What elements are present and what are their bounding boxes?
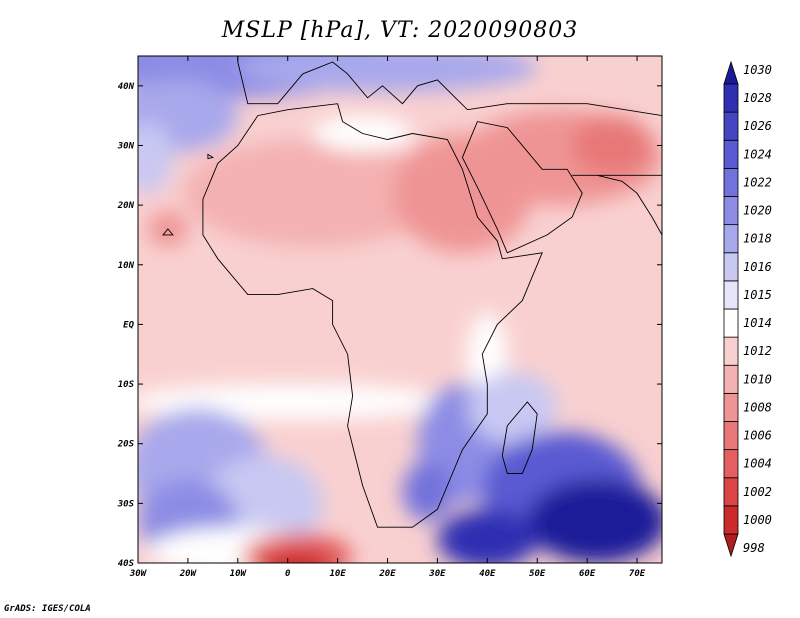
colorbar-swatch <box>723 252 739 282</box>
lon-tick-label: 30W <box>129 569 148 579</box>
colorbar-label: 1008 <box>743 400 772 414</box>
pressure-blob <box>317 288 458 385</box>
pressure-blob <box>182 139 443 247</box>
colorbar-swatch <box>723 336 739 366</box>
colorbar-swatch <box>723 111 739 141</box>
colorbar-label: 1012 <box>743 344 772 358</box>
lat-tick-label: EQ <box>123 320 134 330</box>
longitude-axis: 30W 20W 10W 0 10E 20E 30E 40E 50E 60E 70E <box>129 56 646 579</box>
lon-tick-label: 10E <box>329 569 346 579</box>
colorbar-label: 1010 <box>743 372 772 386</box>
pressure-blob <box>467 372 558 444</box>
lat-tick-label: 30S <box>117 499 135 509</box>
pressure-blob <box>237 56 538 92</box>
lon-tick-label: 70E <box>629 569 646 579</box>
colorbar-swatch <box>723 308 739 338</box>
coastline <box>237 56 662 117</box>
colorbar-swatch <box>723 224 739 254</box>
colorbar-label: 1016 <box>743 260 772 274</box>
colorbar-swatch <box>723 364 739 394</box>
pressure-blob <box>402 461 453 522</box>
colorbar-swatch <box>723 477 739 507</box>
colorbar-label: 998 <box>743 541 765 555</box>
colorbar-label: 1024 <box>743 147 772 161</box>
colorbar-label: 1004 <box>743 457 772 471</box>
colorbar-swatch <box>723 139 739 169</box>
coastline <box>501 401 538 474</box>
pressure-blob <box>242 533 353 563</box>
colorbar-label: 1014 <box>743 316 772 330</box>
chart-title: MSLP [hPa], VT: 2020090803 <box>221 18 579 43</box>
colorbar-label: 1022 <box>743 175 772 189</box>
lon-tick-label: 20W <box>179 569 198 579</box>
coastline <box>162 228 174 236</box>
pressure-blob <box>527 479 662 563</box>
lat-tick-label: 10S <box>118 380 135 390</box>
lon-tick-label: 20E <box>378 569 396 579</box>
lon-tick-label: 60E <box>579 569 596 579</box>
coastline <box>207 153 215 160</box>
latitude-axis: 40N 30N 20N 10N EQ 10S 20S 30S 40S <box>117 82 662 569</box>
colorbar-swatch <box>723 83 739 113</box>
colorbar-swatch <box>723 167 739 197</box>
coastline <box>572 174 662 236</box>
coastlines <box>162 56 662 528</box>
colorbar-swatch <box>723 449 739 479</box>
colorbar-triangle-low <box>723 533 739 558</box>
lat-tick-label: 20N <box>117 201 135 211</box>
lon-tick-label: 30E <box>428 569 446 579</box>
colorbar-label: 1018 <box>743 232 772 246</box>
colorbar-swatch <box>723 421 739 451</box>
lat-tick-label: 40S <box>118 559 135 569</box>
colorbar-swatch <box>723 196 739 226</box>
colorbar-swatch <box>723 505 739 535</box>
colorbar-label: 1030 <box>743 63 772 77</box>
lon-tick-label: 0 <box>285 569 291 579</box>
pressure-blob <box>572 115 653 176</box>
colorbar-label: 1002 <box>743 485 772 499</box>
pressure-blob <box>138 276 258 373</box>
pressure-blob <box>437 509 538 563</box>
lon-tick-label: 40E <box>479 569 496 579</box>
lon-tick-label: 10W <box>230 569 248 579</box>
lat-tick-label: 20S <box>117 440 135 450</box>
pressure-blob <box>138 121 173 194</box>
lat-tick-label: 30N <box>117 141 135 151</box>
colorbar-label: 1015 <box>743 288 772 302</box>
lon-tick-label: 50E <box>529 569 546 579</box>
colorbar-swatch <box>723 280 739 310</box>
colorbar-label: 1026 <box>743 119 772 133</box>
colorbar-label: 1020 <box>743 204 772 218</box>
pressure-field <box>138 56 662 563</box>
colorbar: 998 1000 1002 1004 1006 1008 1010 1012 1014 1015 1… <box>723 60 772 558</box>
coastline <box>461 121 583 254</box>
colorbar-swatch <box>723 392 739 422</box>
grads-credit: GrADS: IGES/COLA <box>4 604 91 614</box>
colorbar-label: 1006 <box>743 429 772 443</box>
pressure-blob <box>138 79 238 152</box>
colorbar-triangle-high <box>723 60 739 85</box>
colorbar-label: 1000 <box>743 513 772 527</box>
coastline <box>202 103 543 528</box>
lat-tick-label: 10N <box>118 261 135 271</box>
pressure-blob <box>264 551 331 563</box>
colorbar-label: 1028 <box>743 91 772 105</box>
pressure-blob <box>527 270 662 379</box>
lat-tick-label: 40N <box>118 82 135 92</box>
map-frame <box>137 55 663 564</box>
